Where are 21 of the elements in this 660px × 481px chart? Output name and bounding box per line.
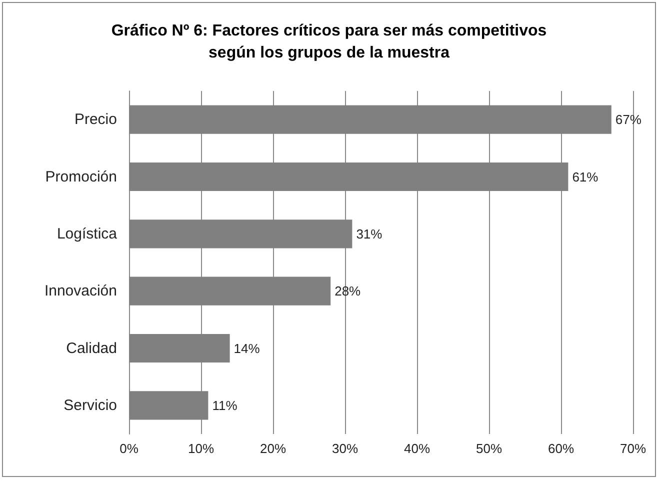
data-label: 14% [234, 340, 260, 356]
y-tick-label: Precio [74, 111, 117, 128]
y-tick-label: Promoción [45, 168, 117, 186]
x-tick-label: 20% [260, 441, 286, 456]
x-tick-label: 0% [120, 441, 139, 456]
x-tick-label: 40% [404, 441, 430, 456]
chart-title: Gráfico Nº 6: Factores críticos para ser más competitivos según los grupos de la muestra [111, 22, 547, 62]
y-tick-label: Servicio [64, 396, 117, 414]
data-label: 61% [572, 169, 599, 184]
y-tick-label: Innovación [44, 282, 117, 300]
y-tick-label: Logística [56, 225, 118, 242]
x-tick-label: 30% [332, 441, 358, 456]
data-label: 28% [334, 284, 362, 299]
data-label: 31% [356, 226, 383, 242]
y-tick-label: Calidad [66, 340, 117, 357]
x-tick-label: 10% [188, 441, 214, 456]
x-tick-label: 50% [476, 441, 502, 456]
x-tick-label: 70% [620, 441, 646, 456]
data-label: 11% [212, 398, 238, 413]
x-tick-label: 60% [548, 441, 574, 456]
data-label: 67% [615, 112, 642, 128]
